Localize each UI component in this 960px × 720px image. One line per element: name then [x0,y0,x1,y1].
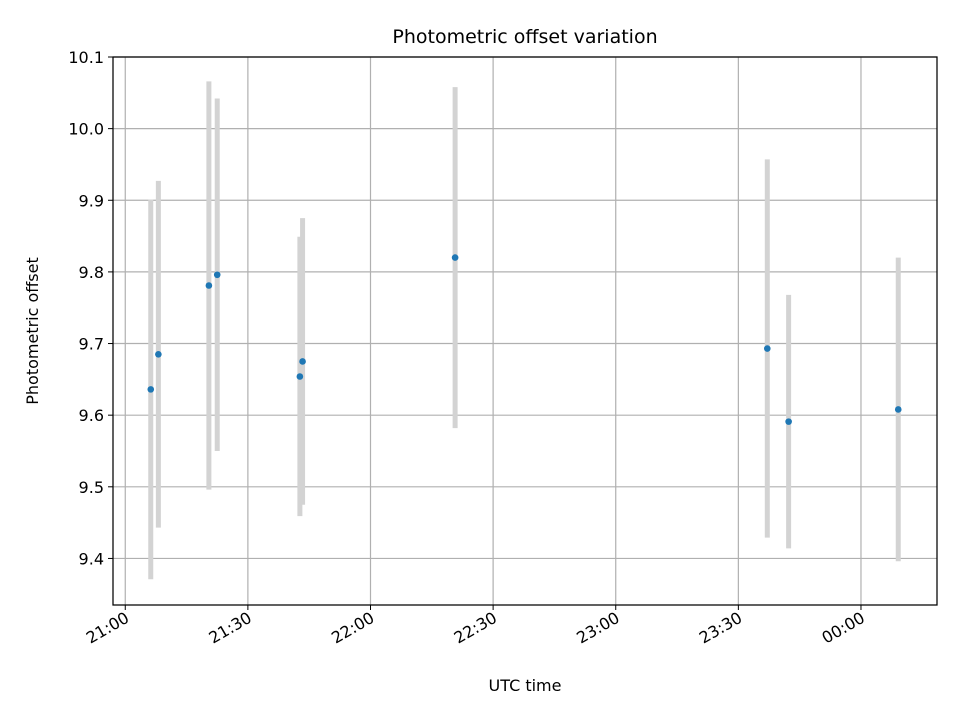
data-points [147,254,902,425]
y-tick-label: 9.9 [79,191,104,210]
data-point [785,418,792,425]
data-point [213,271,221,279]
plot-frame [112,56,938,606]
grid-lines [113,56,937,605]
y-tick-label: 9.4 [79,549,104,568]
y-tick-label: 9.6 [79,406,104,425]
chart-title: Photometric offset variation [392,26,657,48]
data-point [155,350,162,358]
data-point [296,373,304,380]
y-tick-label: 10.0 [68,120,104,139]
data-point [763,345,771,352]
x-axis-title: UTC time [489,676,562,695]
y-axis-ticks: 9.4 9.5 9.6 9.7 9.8 9.9 10.0 10.1 [68,48,113,568]
data-point [147,386,155,393]
y-tick-label: 9.7 [79,335,104,354]
data-point [894,406,902,413]
data-point [205,282,213,289]
y-tick-label: 9.8 [79,263,104,282]
y-tick-label: 10.1 [68,48,104,67]
y-axis-title: Photometric offset [23,257,42,405]
data-point [299,358,306,365]
y-tick-label: 9.5 [79,478,104,497]
data-point [451,254,459,261]
